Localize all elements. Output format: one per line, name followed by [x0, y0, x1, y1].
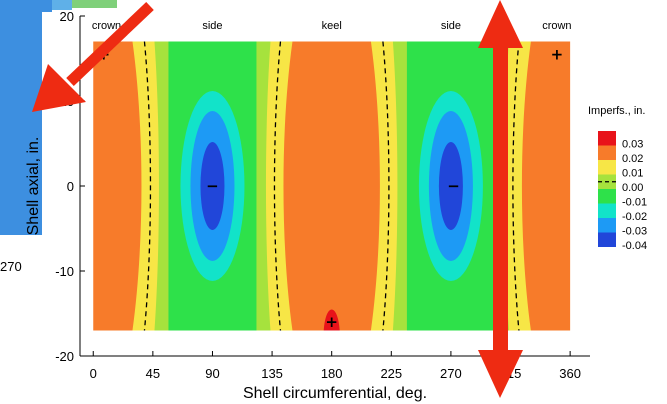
extremum-marker: −: [206, 177, 219, 195]
legend-entry-label: -0.03: [622, 226, 647, 238]
x-tick-label: 225: [380, 366, 402, 381]
y-tick-label: 20: [60, 9, 74, 24]
legend-swatch: [598, 189, 616, 204]
x-tick-label: 135: [261, 366, 283, 381]
legend-title: Imperfs., in.: [588, 105, 645, 117]
x-tick-label: 270: [440, 366, 462, 381]
legend-swatch: [598, 145, 616, 160]
red-diagonal-arrow: [32, 2, 154, 112]
legend-entry-label: 0.01: [622, 168, 643, 180]
legend-entry-label: 0.02: [622, 153, 643, 165]
top-position-label: side: [441, 20, 461, 32]
legend-entry-label: -0.02: [622, 211, 647, 223]
x-tick-label: 90: [205, 366, 219, 381]
x-axis-label: Shell circumferential, deg.: [243, 385, 427, 402]
background-image-strip: [0, 0, 117, 235]
contour-band-0.03-keel: [323, 309, 340, 331]
legend-entry-label: -0.04: [622, 240, 647, 252]
contour-band-neg0.04-1: [438, 142, 463, 230]
zero-contour-line: [273, 41, 282, 331]
x-tick-label: 360: [559, 366, 581, 381]
top-position-label: crown: [92, 20, 121, 32]
extremum-marker: +: [325, 313, 338, 331]
y-tick-label: -10: [55, 264, 74, 279]
y-axis-label: Shell axial, in.: [25, 137, 42, 236]
extremum-marker: +: [551, 45, 564, 63]
legend-entry-label: 0.00: [622, 182, 643, 194]
background-strip-label: 270: [0, 259, 22, 274]
zero-contour-line: [143, 41, 152, 331]
legend: Imperfs., in. 0.03 0.02 0.01 0.00 -0.01 -0.02…: [588, 105, 647, 252]
top-position-label: crown: [542, 20, 571, 32]
legend-entry-label: -0.01: [622, 197, 647, 209]
y-tick-label: -20: [55, 349, 74, 364]
zero-contour-line: [512, 41, 520, 331]
red-vertical-double-arrow: [478, 0, 523, 398]
y-tick-label: 0: [67, 179, 74, 194]
zero-contour-line: [382, 41, 390, 331]
legend-swatch: [598, 131, 616, 146]
legend-swatch: [598, 218, 616, 233]
x-tick-label: 45: [146, 366, 160, 381]
legend-entry-label: 0.03: [622, 139, 643, 151]
x-tick-label: 0: [90, 366, 97, 381]
extremum-marker: −: [447, 177, 460, 195]
top-position-label: keel: [322, 20, 342, 32]
legend-swatch: [598, 203, 616, 218]
legend-swatch: [598, 160, 616, 175]
plot-area: [93, 41, 571, 331]
contour-band-neg0.04-0: [200, 142, 225, 230]
top-position-label: side: [202, 20, 222, 32]
x-tick-label: 180: [321, 366, 343, 381]
legend-swatch: [598, 232, 616, 247]
